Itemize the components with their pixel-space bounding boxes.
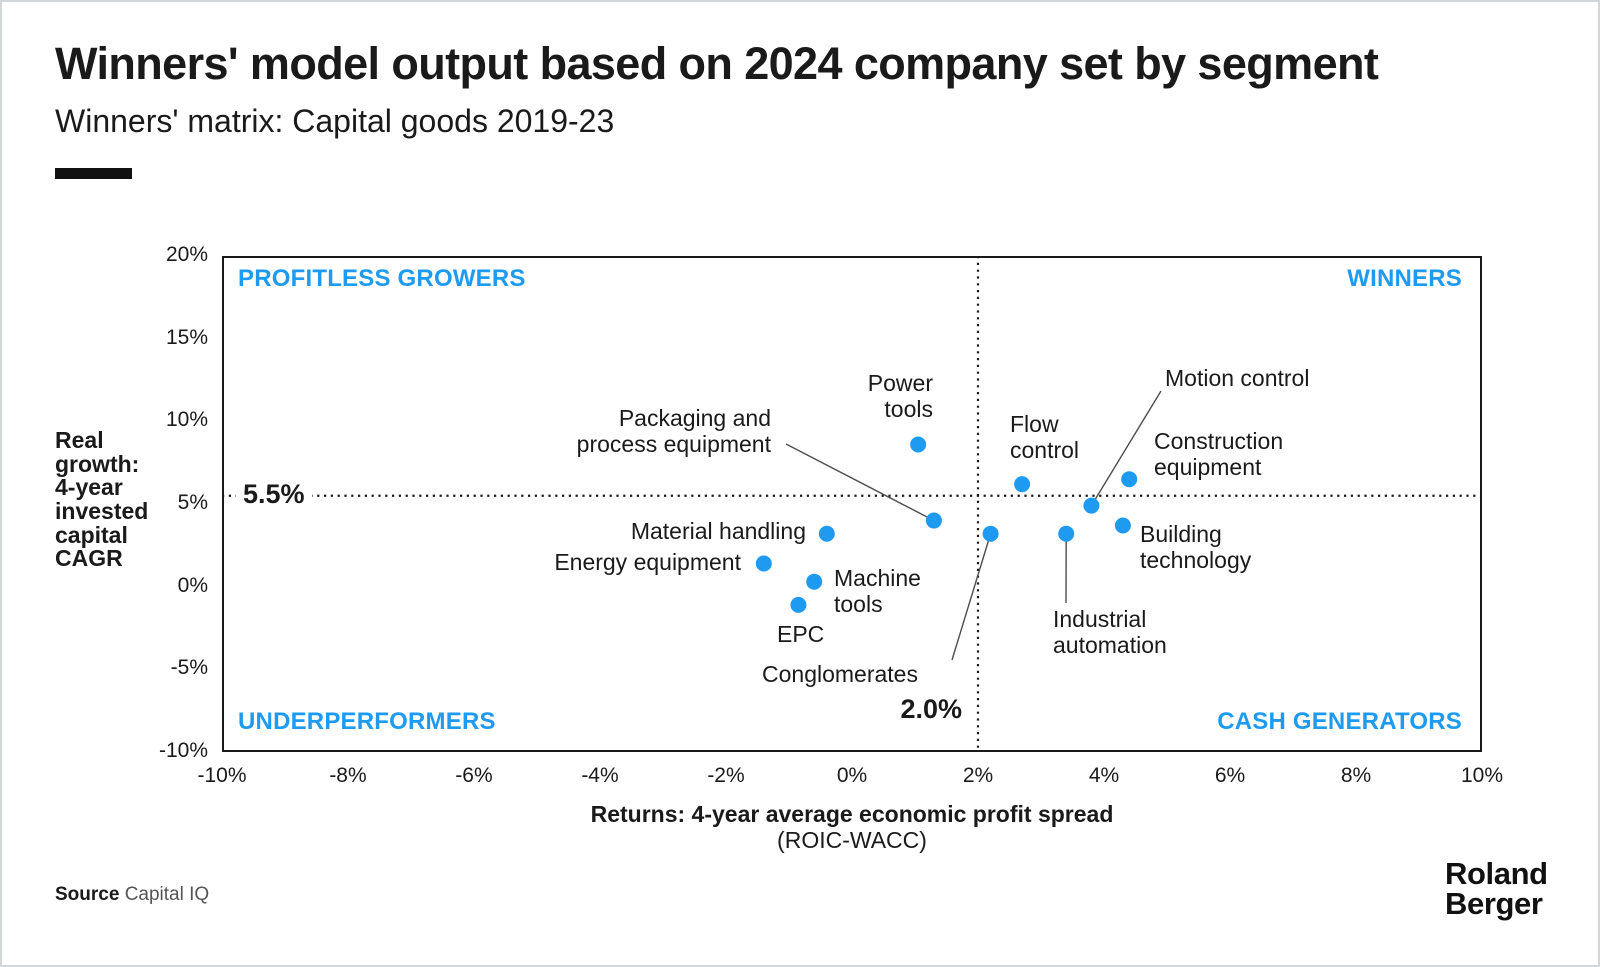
point-label-conglomerates: Conglomerates (762, 661, 918, 687)
y-tick-0%: 0% (177, 573, 208, 597)
logo-line2: Berger (1445, 885, 1543, 921)
point-label-machine-tools: Machine tools (834, 565, 921, 617)
logo-line1: Roland (1445, 856, 1548, 891)
quadrant-label-bottom-right: CASH GENERATORS (1217, 708, 1462, 735)
source-label: Source (55, 884, 120, 905)
y-tick--10%: -10% (158, 739, 208, 762)
x-tick-4%: 4% (1088, 764, 1120, 787)
source-value: Capital IQ (124, 884, 210, 905)
x-tick--10%: -10% (197, 764, 247, 787)
y-axis-title: Real growth: 4-year invested capital CAG… (55, 427, 149, 572)
x-axis-title: Returns: 4-year average economic profit … (590, 801, 1114, 827)
x-tick-8%: 8% (1340, 764, 1372, 787)
ref-label-x: 2.0% (900, 694, 962, 724)
point-label-flow-control: Flow control (1010, 411, 1080, 463)
point-label-power-tools: Power tools (867, 370, 933, 422)
x-tick-0%: 0% (836, 764, 868, 787)
point-label-material-handling: Material handling (630, 518, 806, 544)
y-tick-5%: 5% (177, 491, 208, 514)
x-tick--6%: -6% (455, 764, 493, 787)
point-label-epc: EPC (777, 621, 825, 647)
ref-label-y: 5.5% (236, 478, 312, 510)
page-title: Winners' model output based on 2024 comp… (55, 38, 1379, 89)
x-axis-subtitle: (ROIC-WACC) (777, 827, 927, 853)
y-tick-10%: 10% (165, 408, 208, 432)
x-tick--4%: -4% (581, 764, 619, 787)
y-tick-15%: 15% (165, 325, 208, 349)
quadrant-label-top-left: PROFITLESS GROWERS (238, 265, 526, 292)
point-label-packaging-process-equipment: Packaging and process equipment (576, 405, 771, 457)
quadrant-label-top-right: WINNERS (1347, 265, 1462, 292)
roland-berger-logo: Roland Berger (1445, 856, 1548, 921)
y-tick-20%: 20% (165, 243, 208, 266)
x-tick--2%: -2% (707, 764, 745, 787)
title-underline-bar (55, 168, 132, 179)
x-tick-6%: 6% (1214, 764, 1246, 787)
x-tick-2%: 2% (962, 764, 994, 787)
point-label-industrial-automation: Industrial automation (1053, 606, 1167, 658)
page-subtitle: Winners' matrix: Capital goods 2019-23 (55, 103, 615, 139)
source-note: Source Capital IQ (55, 884, 209, 906)
point-label-building-technology: Building technology (1140, 521, 1252, 573)
point-label-motion-control: Motion control (1165, 365, 1310, 391)
point-label-energy-equipment: Energy equipment (554, 549, 741, 575)
point-label-construction-equipment: Construction equipment (1154, 428, 1284, 480)
x-tick--8%: -8% (329, 764, 367, 787)
x-tick-10%: 10% (1460, 764, 1504, 787)
quadrant-label-bottom-left: UNDERPERFORMERS (238, 708, 496, 735)
y-tick--5%: -5% (170, 656, 208, 680)
